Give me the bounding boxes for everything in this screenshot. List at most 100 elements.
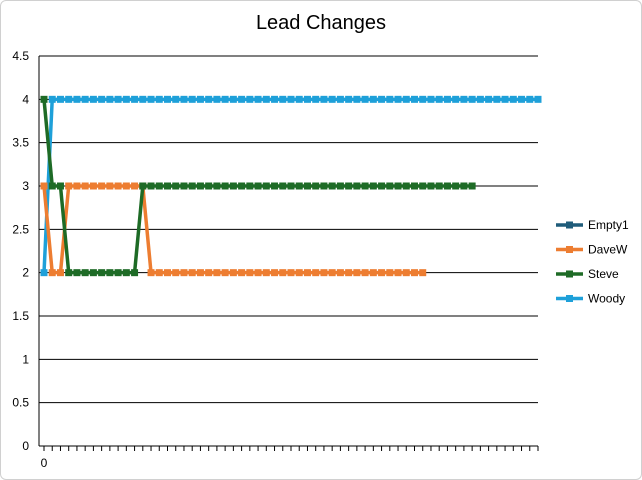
y-tick-label: 1 [22,352,29,366]
data-point-steve [81,269,89,277]
data-point-woody [81,95,89,103]
data-point-davew [205,269,213,277]
data-point-davew [378,269,386,277]
data-point-davew [81,182,89,190]
data-point-davew [411,269,418,277]
data-point-davew [262,269,270,277]
data-point-steve [147,182,155,190]
data-point-steve [320,182,328,190]
data-point-steve [427,182,435,190]
data-point-woody [427,95,435,103]
chart-title: Lead Changes [255,12,387,34]
data-point-steve [345,182,353,190]
data-point-davew [172,269,180,277]
data-point-davew [229,269,237,277]
data-point-steve [98,269,106,277]
legend-label-woody: Woody [588,292,625,306]
y-tick-label: 4.5 [12,49,29,63]
data-point-davew [345,269,353,277]
data-point-davew [394,269,402,277]
data-point-steve [213,182,221,190]
data-point-davew [196,269,204,277]
data-point-woody [122,95,130,103]
data-point-woody [443,95,451,103]
data-point-steve [221,182,229,190]
data-point-steve [56,182,64,190]
data-point-steve [106,269,114,277]
data-point-woody [221,95,229,103]
data-point-steve [271,182,279,190]
data-point-steve [229,182,237,190]
data-point-davew [287,269,295,277]
data-point-davew [386,269,394,277]
data-point-steve [254,182,262,190]
data-point-woody [378,95,386,103]
data-point-davew [303,269,311,277]
data-point-woody [411,95,418,103]
data-point-davew [40,182,48,190]
data-point-woody [196,95,204,103]
data-point-woody [526,95,534,103]
data-point-steve [172,182,180,190]
data-point-woody [188,95,196,103]
data-point-steve [246,182,254,190]
data-point-steve [287,182,295,190]
data-point-woody [320,95,328,103]
data-point-woody [106,95,114,103]
data-point-woody [213,95,221,103]
data-point-woody [295,95,303,103]
legend-label-empty1: Empty1 [588,218,629,232]
data-point-woody [65,95,73,103]
data-point-steve [65,269,73,277]
data-point-steve [460,182,468,190]
data-point-woody [435,95,443,103]
data-point-steve [394,182,402,190]
data-point-steve [73,269,81,277]
data-point-davew [312,269,320,277]
y-tick-label: 0 [22,439,29,453]
legend-marker-davew [566,246,573,253]
data-point-woody [476,95,484,103]
data-point-woody [518,95,526,103]
data-point-woody [56,95,64,103]
data-point-woody [501,95,509,103]
data-point-davew [65,182,73,190]
data-point-woody [353,95,361,103]
data-point-woody [89,95,97,103]
data-point-woody [386,95,394,103]
data-point-steve [238,182,246,190]
data-point-steve [131,269,139,277]
data-point-davew [295,269,303,277]
data-point-woody [534,95,542,103]
data-point-steve [295,182,303,190]
data-point-woody [139,95,147,103]
y-tick-label: 3.5 [12,136,29,150]
data-point-davew [73,182,81,190]
data-point-steve [279,182,287,190]
data-point-woody [246,95,254,103]
data-point-woody [419,95,427,103]
y-tick-label: 0.5 [12,396,29,410]
data-point-davew [114,182,122,190]
data-point-woody [452,95,460,103]
data-point-woody [238,95,246,103]
data-point-woody [361,95,369,103]
data-point-woody [509,95,517,103]
data-point-woody [345,95,353,103]
x-tick-label: 0 [41,456,48,470]
data-point-woody [312,95,320,103]
data-point-steve [361,182,369,190]
data-point-woody [172,95,180,103]
data-point-steve [419,182,427,190]
data-point-steve [139,182,147,190]
y-tick-label: 2.5 [12,222,29,236]
data-point-davew [106,182,114,190]
data-point-steve [48,182,56,190]
data-point-steve [435,182,443,190]
y-tick-label: 3 [22,179,29,193]
data-point-steve [312,182,320,190]
data-point-davew [353,269,361,277]
data-point-steve [262,182,270,190]
